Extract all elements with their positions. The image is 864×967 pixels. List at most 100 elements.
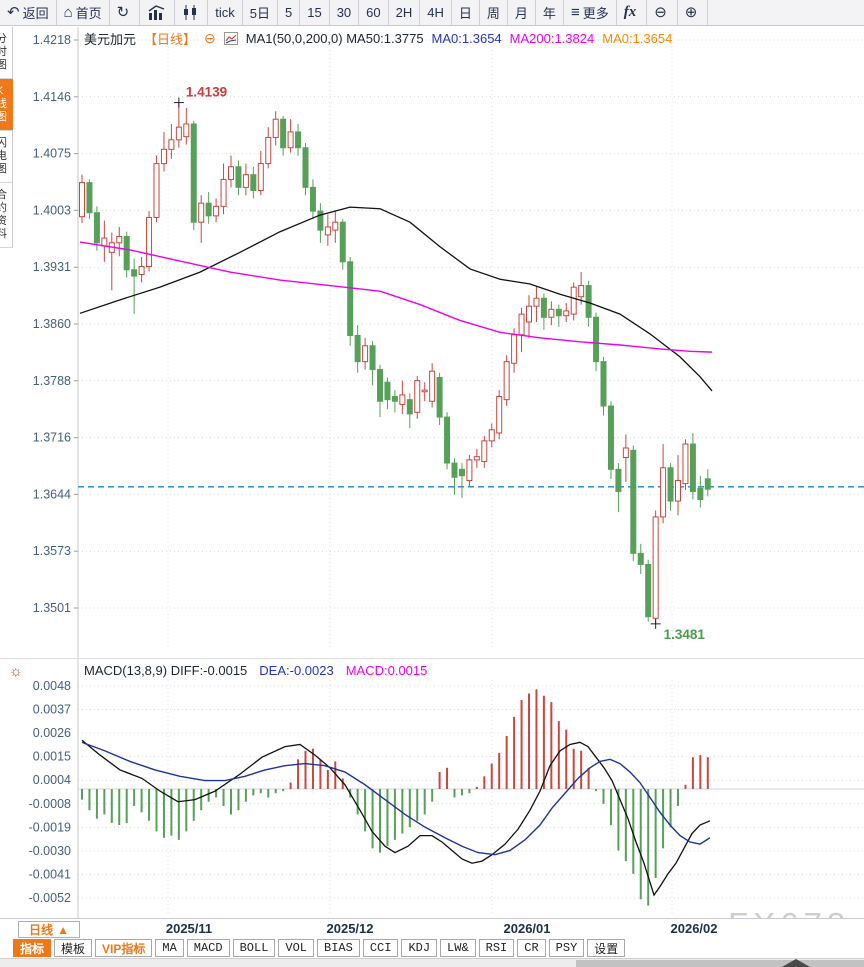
- indicator-tab-指标[interactable]: 指标: [13, 939, 52, 957]
- x-axis-label: 2025/12: [326, 921, 374, 936]
- toolbar-m60-button[interactable]: 60: [359, 0, 389, 25]
- sidebar-tab-label: K 线 图: [0, 85, 8, 124]
- period-dropdown-label: 日线: [29, 923, 54, 937]
- home-icon: ⌂: [63, 4, 73, 21]
- indicator-tab-VOL[interactable]: VOL: [278, 939, 315, 957]
- toolbar-zoom-out-button[interactable]: ⊖: [647, 0, 678, 25]
- price-axis-tick: 1.4075: [33, 147, 71, 161]
- ma-legend-main: MA1(50,0,200,0) MA50:1.3775: [245, 31, 424, 46]
- toolbar-5d-label: 5日: [249, 6, 270, 21]
- toolbar-back-button[interactable]: ↶ 返回: [0, 0, 57, 25]
- toolbar-more-label: 更多: [582, 6, 609, 21]
- x-axis-label: 2026/01: [503, 921, 551, 936]
- low-price-annotation: 1.3481: [664, 627, 706, 642]
- indicator-tab-bar: 指标 模板 VIP指标 MA MACD BOLL VOL BIAS CCI KDJ LW& RSI CR…: [13, 939, 626, 958]
- price-axis-tick: 1.3501: [33, 601, 71, 615]
- sidebar-tab-合约资料[interactable]: 合 约 资 料: [0, 183, 13, 248]
- toolbar-m5-button[interactable]: 5: [278, 0, 301, 25]
- chart-type-sidebar: 分 时 图 K 线 图闪 电 图合 约 资 料: [0, 27, 13, 248]
- sidebar-tab-分时图[interactable]: 分 时 图: [0, 27, 13, 79]
- indicator-tab-BIAS[interactable]: BIAS: [317, 939, 360, 957]
- toolbar-h2-label: 2H: [395, 5, 413, 20]
- toolbar-tick-button[interactable]: tick: [208, 0, 243, 25]
- toolbar-m15-button[interactable]: 15: [300, 0, 330, 25]
- zoom-in-icon: ⊕: [684, 4, 698, 21]
- macd-axis-tick: -0.0019: [29, 820, 71, 834]
- macd-axis-tick: -0.0008: [29, 797, 71, 811]
- macd-axis-tick: 0.0037: [33, 703, 71, 717]
- indicator-tab-模板[interactable]: 模板: [54, 939, 93, 957]
- indicator-tab-MACD[interactable]: MACD: [186, 939, 230, 957]
- toolbar-year-button[interactable]: 年: [536, 0, 564, 25]
- price-axis-tick: 1.3573: [33, 544, 71, 558]
- toolbar-h4-button[interactable]: 4H: [420, 0, 452, 25]
- toolbar-candle-chart-button[interactable]: [175, 0, 209, 25]
- more-icon: ≡: [570, 4, 580, 21]
- toolbar-m60-label: 60: [366, 5, 381, 20]
- toolbar-trend-chart-button[interactable]: [140, 0, 176, 25]
- toolbar-home-label: 首页: [75, 6, 102, 21]
- ma200-legend: MA200:1.3824: [509, 31, 595, 46]
- indicator-tab-KDJ[interactable]: KDJ: [401, 939, 438, 957]
- toolbar-more-button[interactable]: ≡ 更多: [564, 0, 617, 25]
- macd-axis-tick: -0.0030: [29, 844, 71, 858]
- top-toolbar: ↶ 返回 ⌂ 首页 ↻ tick 5日 5 15 30 60 2H 4H 日周月年 ≡ 更多 fx ⊖ ⊕: [0, 0, 864, 26]
- x-axis-label: 2025/11: [165, 921, 213, 936]
- toolbar-week-button[interactable]: 周: [480, 0, 508, 25]
- sidebar-tab-K线图[interactable]: K 线 图: [0, 79, 13, 131]
- indicator-tab-设置[interactable]: 设置: [587, 939, 626, 957]
- macd-axis-tick: -0.0052: [29, 891, 71, 905]
- ma0-orange-legend: MA0:1.3654: [602, 31, 673, 46]
- toolbar-month-label: 月: [514, 6, 528, 21]
- toolbar-month-button[interactable]: 月: [508, 0, 536, 25]
- x-axis-label: 2026/02: [670, 921, 718, 936]
- macd-axis-tick: 0.0026: [33, 726, 71, 740]
- indicator-settings-icon[interactable]: ☼: [9, 663, 23, 680]
- indicator-tab-RSI[interactable]: RSI: [478, 939, 515, 957]
- toolbar-m30-button[interactable]: 30: [330, 0, 360, 25]
- macd-axis-tick: 0.0015: [33, 750, 71, 764]
- macd-axis-tick: -0.0041: [29, 867, 71, 881]
- price-axis-tick: 1.4218: [33, 33, 71, 47]
- period-label: 【日线】: [144, 32, 197, 47]
- mini-chart-icon[interactable]: [223, 32, 238, 45]
- sidebar-tab-闪电图[interactable]: 闪 电 图: [0, 131, 13, 183]
- sidebar-tab-label: 分 时 图: [0, 33, 8, 72]
- bottom-scrollbar[interactable]: [0, 958, 864, 967]
- period-dropdown-button[interactable]: 日线 ▲: [18, 921, 80, 938]
- indicator-tab-MA[interactable]: MA: [155, 939, 184, 957]
- indicator-tab-BOLL[interactable]: BOLL: [232, 939, 276, 957]
- refresh-icon: ↻: [116, 4, 130, 21]
- scrollbar-up-arrow-icon[interactable]: [782, 959, 810, 967]
- toolbar-zoom-in-button[interactable]: ⊕: [678, 0, 709, 25]
- indicator-tab-CR[interactable]: CR: [517, 939, 546, 957]
- indicator-tab-PSY[interactable]: PSY: [548, 939, 585, 957]
- toolbar-fx-button[interactable]: fx: [617, 0, 648, 25]
- toolbar-m30-label: 30: [336, 5, 352, 20]
- price-axis-tick: 1.3716: [33, 431, 71, 445]
- macd-dea-legend: DEA:-0.0023: [259, 663, 334, 678]
- toolbar-m5-label: 5: [284, 5, 293, 20]
- toolbar-home-button[interactable]: ⌂ 首页: [57, 0, 110, 25]
- toolbar-h4-label: 4H: [427, 5, 444, 20]
- indicator-tab-VIP指标[interactable]: VIP指标: [95, 939, 153, 957]
- toolbar-back-label: 返回: [22, 6, 49, 21]
- scrollbar-thumb[interactable]: [576, 960, 864, 967]
- high-price-annotation: 1.4139: [186, 85, 227, 100]
- collapse-icon[interactable]: ⊖: [204, 30, 216, 46]
- toolbar-day-button[interactable]: 日: [452, 0, 480, 25]
- toolbar-day-label: 日: [458, 6, 472, 21]
- indicator-tab-LW&[interactable]: LW&: [440, 939, 476, 957]
- toolbar-tick-label: tick: [215, 5, 235, 20]
- price-axis-tick: 1.4003: [33, 203, 71, 217]
- candle-chart-icon: [184, 5, 197, 20]
- toolbar-m15-label: 15: [307, 5, 322, 20]
- price-axis-tick: 1.3788: [33, 374, 71, 388]
- toolbar-5d-button[interactable]: 5日: [243, 0, 278, 25]
- toolbar-refresh-button[interactable]: ↻: [110, 0, 141, 25]
- indicator-tab-CCI[interactable]: CCI: [362, 939, 399, 957]
- macd-legend-main: MACD(13,8,9) DIFF:-0.0015: [84, 663, 248, 678]
- toolbar-h2-button[interactable]: 2H: [389, 0, 421, 25]
